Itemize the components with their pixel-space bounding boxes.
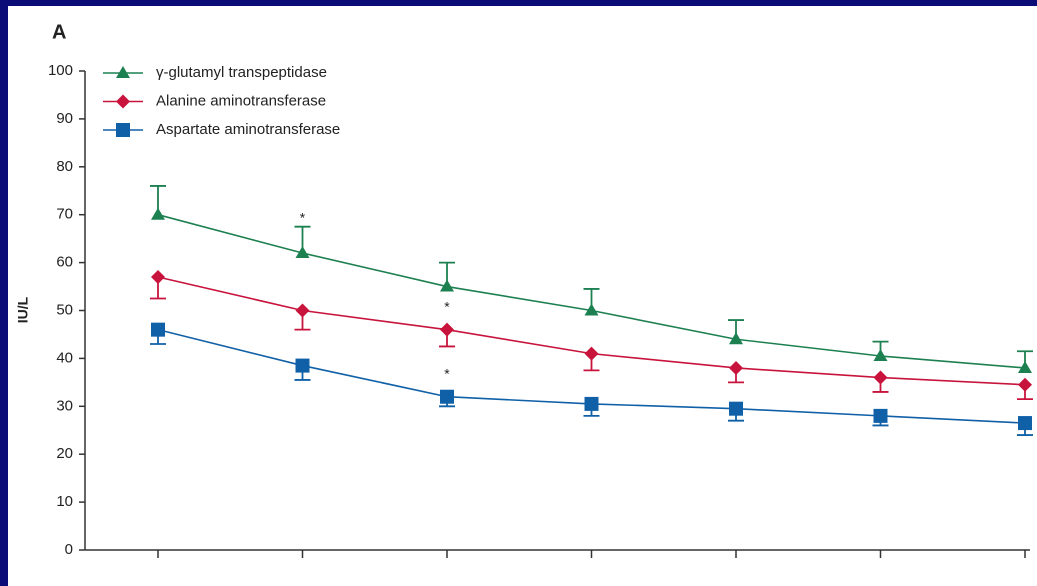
y-tick-label: 100 — [48, 62, 73, 79]
marker — [873, 349, 888, 362]
legend-label: Aspartate aminotransferase — [156, 121, 340, 138]
y-tick-label: 30 — [56, 397, 73, 414]
marker — [1018, 360, 1032, 373]
annotation: * — [300, 209, 306, 225]
marker — [116, 94, 130, 109]
y-tick-label: 40 — [56, 349, 73, 366]
marker — [151, 207, 165, 220]
legend-label: γ-glutamyl transpeptidase — [156, 64, 327, 81]
marker — [151, 269, 165, 284]
marker — [440, 322, 454, 337]
marker — [116, 66, 130, 78]
marker — [151, 322, 165, 337]
marker — [584, 396, 599, 411]
y-tick-label: 50 — [56, 301, 73, 318]
marker — [440, 279, 454, 292]
marker — [295, 246, 310, 259]
y-tick-label: 0 — [65, 541, 73, 558]
plot-background — [8, 6, 1037, 586]
marker — [1018, 416, 1032, 431]
y-tick-label: 90 — [56, 110, 73, 127]
marker — [873, 370, 888, 385]
panel-label: A — [52, 21, 66, 43]
y-tick-label: 70 — [56, 206, 73, 223]
marker — [116, 123, 130, 137]
annotation: * — [444, 365, 450, 381]
marker — [729, 401, 743, 416]
marker — [295, 358, 310, 373]
y-axis-label: IU/L — [15, 296, 31, 323]
y-tick-label: 20 — [56, 445, 73, 462]
marker — [729, 332, 743, 345]
annotation: * — [444, 298, 450, 314]
marker — [873, 408, 888, 423]
marker — [1018, 377, 1032, 392]
legend-label: Alanine aminotransferase — [156, 92, 326, 109]
marker — [729, 360, 743, 375]
y-tick-label: 60 — [56, 254, 73, 271]
marker — [584, 346, 599, 361]
marker — [295, 303, 310, 318]
y-tick-label: 10 — [56, 493, 73, 510]
y-tick-label: 80 — [56, 158, 73, 175]
marker — [440, 389, 454, 404]
marker — [584, 303, 599, 316]
